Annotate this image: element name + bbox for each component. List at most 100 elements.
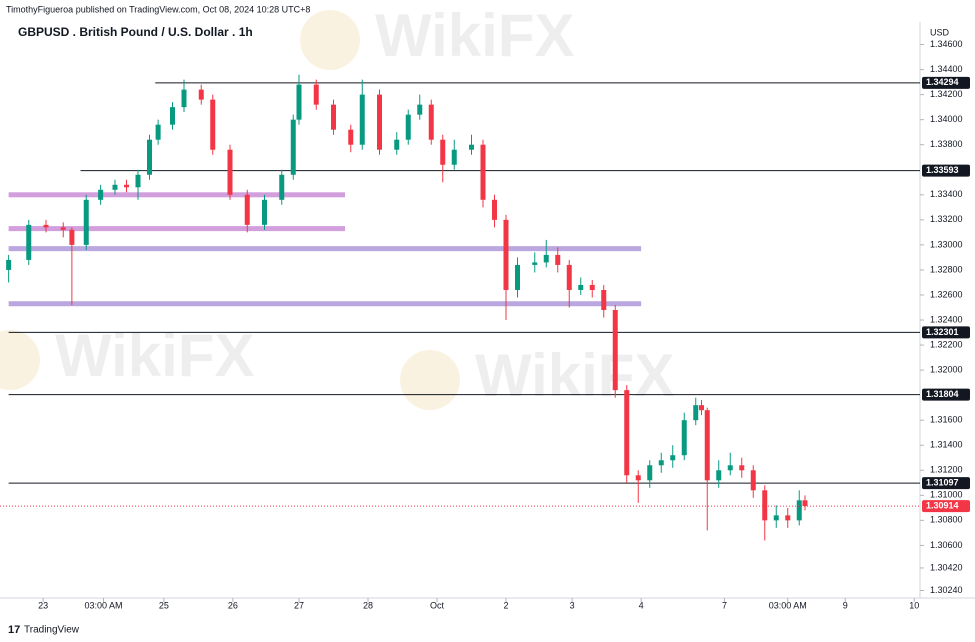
candle-body [727,465,733,471]
candle-body [796,500,802,521]
y-tick-label: 1.31400 [930,440,963,450]
watermark: WikiFX [475,342,674,409]
candle-body [589,284,595,290]
candle-body [693,405,699,421]
last-price-label: 1.30914 [926,500,959,510]
candle-body [60,227,66,230]
candle-body [26,224,32,260]
candle-body [612,310,618,391]
watermark-logo [300,10,360,70]
candle-body [773,515,779,521]
candle-body [492,199,497,220]
candle-body [135,174,141,188]
x-tick-label: 2 [503,600,508,610]
y-tick-label: 1.30240 [930,585,963,595]
level-label-box [922,76,970,89]
footer: TradingView [24,625,80,636]
candle-body [480,144,486,200]
candle-body [262,199,267,225]
y-tick-label: 1.34600 [930,39,963,49]
candle-body [227,149,233,195]
watermarks: WikiFX WikiFX WikiFX [0,2,674,410]
candle-body [83,199,89,245]
candle-body [647,465,653,481]
candle-body [681,420,687,456]
candle-body [451,149,457,165]
x-tick-label: 4 [639,600,644,610]
watermark-logo [0,330,40,390]
candle-body [210,99,216,150]
candle-body [440,139,446,165]
level-label: 1.33593 [926,165,959,175]
level-label: 1.31804 [926,389,959,399]
x-tick-label: 28 [363,600,373,610]
y-tick-label: 1.34400 [930,64,963,74]
level-label: 1.31097 [926,478,959,488]
candle-body [43,224,49,228]
y-tick-label: 1.32000 [930,364,963,374]
candle-body [469,144,474,150]
level-label-box [922,164,970,177]
candle-body [802,500,808,507]
candle-body [69,229,75,245]
watermark: WikiFX [55,322,254,389]
x-tick-label: 03:00 AM [769,600,807,610]
footer-logo: 17 [8,624,20,636]
candle-body [348,129,354,145]
y-tick-label: 1.33400 [930,189,963,199]
candle-body [181,89,187,108]
currency-label: USD [930,27,950,37]
candle-body [290,119,296,175]
candle-body [515,264,520,290]
candle-body [279,174,285,200]
candle-body [198,89,204,100]
candle-body [716,470,722,481]
candle-body [704,410,710,481]
candle-body [428,104,434,140]
y-tick-label: 1.32800 [930,264,963,274]
x-tick-label: 10 [909,600,919,610]
candle-body [543,254,549,263]
candle-body [503,219,509,290]
x-tick-label: Oct [430,600,445,610]
y-tick-label: 1.31600 [930,415,963,425]
header: TimothyFigueroa published on TradingView… [6,4,310,14]
candle-body [112,184,118,190]
zone [8,226,345,232]
level-label-box [922,388,970,401]
y-tick-label: 1.33200 [930,214,963,224]
candle-body [98,189,104,200]
y-tick-label: 1.32600 [930,289,963,299]
candle-body [635,475,641,481]
watermark-logo [400,350,460,410]
x-tick-label: 23 [38,600,48,610]
candle-body [417,104,423,115]
candle-body [658,460,664,466]
level-label: 1.34294 [926,77,959,87]
candle-body [405,114,411,140]
candle-body [624,390,630,476]
candle-body [762,490,768,521]
candle-body [699,405,704,411]
x-tick-label: 26 [228,600,238,610]
y-tick-label: 1.30600 [930,540,963,550]
zone [8,301,642,307]
level-label-box [922,477,970,490]
candle-body [394,139,400,150]
zone [8,246,642,252]
x-tick-label: 9 [843,600,848,610]
candle-body [331,104,336,130]
x-tick-label: 03:00 AM [84,600,122,610]
x-tick-label: 7 [722,600,727,610]
candle-body [601,289,607,310]
candle-body [578,284,584,290]
y-tick-label: 1.33000 [930,239,963,249]
candle-body [566,264,572,290]
y-tick-label: 1.34000 [930,114,963,124]
level-label-box [922,326,970,339]
candle-body [555,254,561,265]
candle-body [532,262,538,265]
candle-body [296,84,302,120]
candle-body [244,194,250,225]
zone [8,192,345,198]
